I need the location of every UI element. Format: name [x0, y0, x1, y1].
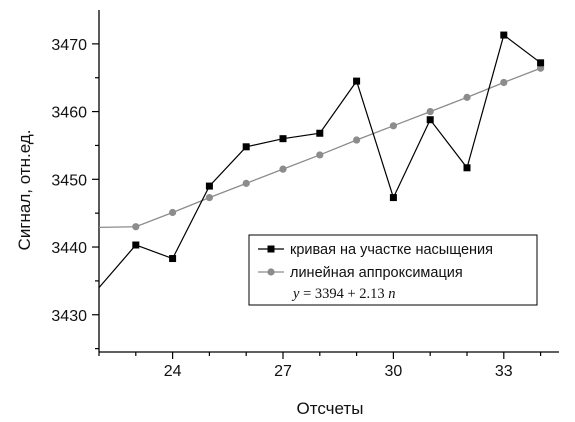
- curve-point: [537, 59, 545, 67]
- x-tick-label: 24: [164, 363, 182, 380]
- curve-point: [132, 241, 140, 249]
- series-linear-fit: [98, 64, 545, 231]
- curve-point: [463, 164, 471, 172]
- fit-point: [537, 64, 545, 72]
- fit-point: [279, 165, 287, 173]
- fit-point: [389, 122, 397, 130]
- y-tick-label: 3430: [51, 308, 87, 325]
- fit-point: [353, 136, 361, 144]
- fit-point: [463, 93, 471, 101]
- legend-label-curve: кривая на участке насыщения: [290, 242, 493, 258]
- legend-swatch-square-marker: [267, 245, 275, 253]
- x-tick-label: 27: [274, 363, 292, 380]
- curve-point: [389, 194, 397, 202]
- fit-point: [169, 208, 177, 217]
- curve-point: [169, 255, 177, 263]
- fit-point: [205, 193, 213, 202]
- y-tick-label: 3440: [51, 240, 87, 257]
- legend-box: [248, 234, 538, 306]
- curve-point: [316, 129, 324, 137]
- fit-point: [132, 223, 140, 231]
- x-tick-label: 30: [385, 363, 403, 380]
- x-ticks: 24 27 30 33: [98, 352, 542, 380]
- fit-point: [426, 107, 434, 116]
- fit-line: [98, 67, 541, 229]
- curve-point: [500, 31, 508, 39]
- legend-swatch-circle-marker: [267, 268, 275, 276]
- curve-point: [353, 77, 361, 85]
- y-ticks: 3430 3440 3450 3460 3470: [51, 37, 99, 350]
- curve-point: [242, 143, 250, 151]
- plot-area: 24 27 30 33 3430 3440 3450 3460 3470: [51, 10, 559, 380]
- fit-point: [242, 179, 250, 187]
- x-tick-label: 33: [495, 363, 513, 380]
- y-axis-title: Сигнал, отн.ед.: [15, 130, 34, 251]
- series-saturation-curve: [98, 31, 545, 289]
- curve-point: [426, 116, 434, 124]
- curve-point: [279, 135, 287, 143]
- y-tick-label: 3460: [51, 105, 87, 122]
- curve-point: [205, 182, 213, 190]
- legend: кривая на участке насыщения линейная апп…: [248, 234, 538, 306]
- fit-point: [316, 151, 324, 159]
- fit-point: [500, 78, 508, 87]
- legend-label-fit: линейная аппроксимация: [290, 265, 463, 281]
- y-tick-label: 3450: [51, 172, 87, 189]
- x-axis-title: Отсчеты: [297, 399, 364, 418]
- fit-equation-annotation: y = 3394 + 2.13 n: [291, 286, 396, 302]
- y-tick-label: 3470: [51, 37, 87, 54]
